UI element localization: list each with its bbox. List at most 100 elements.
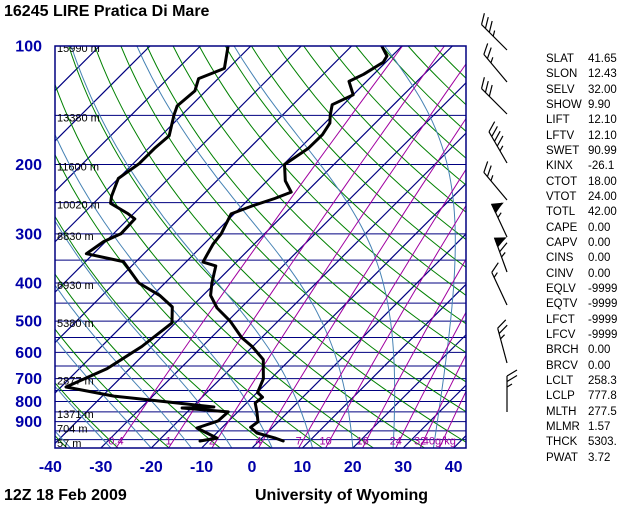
isotherm-line <box>301 283 466 448</box>
stat-row: SLAT 41.65 <box>546 52 617 67</box>
stat-row: CINS 0.00 <box>546 251 617 266</box>
dry-adiabat-line <box>329 46 466 186</box>
dry-adiabat-line <box>55 273 221 448</box>
mixing-ratio-line <box>419 353 466 448</box>
wind-barb <box>480 13 508 51</box>
altitude-label: 57 m <box>57 438 81 450</box>
stat-row: SELV 32.00 <box>546 83 617 98</box>
stat-label: EQTV <box>546 298 578 311</box>
temperature-tick-label: 20 <box>344 459 362 476</box>
isotherm-line <box>100 81 466 448</box>
stat-value: -9999 <box>588 313 618 326</box>
stat-row: SWET 90.99 <box>546 144 617 159</box>
pressure-tick-label: 200 <box>15 157 42 174</box>
mixing-ratio-label: 10 <box>319 436 331 448</box>
stat-value: -26.1 <box>588 160 615 173</box>
stat-row: CTOT 18.00 <box>546 175 617 190</box>
stat-label: THCK <box>546 436 578 449</box>
altitude-label: 15990 m <box>57 43 100 55</box>
stat-value: 0.00 <box>588 221 611 234</box>
temperature-tick-label: -10 <box>190 459 213 476</box>
stat-value: 0.00 <box>588 236 611 249</box>
stat-row: SHOW 9.90 <box>546 98 617 113</box>
stat-row: TOTL 42.00 <box>546 205 617 220</box>
mixing-ratio-line <box>211 63 466 448</box>
stat-value: 12.10 <box>588 129 617 142</box>
mixing-ratio-label: 7 <box>296 436 302 448</box>
moist-adiabat-line <box>70 46 313 448</box>
stat-label: LCLT <box>546 374 574 387</box>
mixing-ratio-line <box>362 258 466 448</box>
source-label: University of Wyoming <box>255 487 429 504</box>
sounding-datetime: 12Z 18 Feb 2009 <box>4 487 127 504</box>
altitude-label: 8830 m <box>57 231 94 243</box>
altitude-label: 10020 m <box>57 200 100 212</box>
stat-label: LCLP <box>546 390 575 403</box>
dry-adiabat-line <box>277 46 466 241</box>
dry-adiabat-line <box>68 46 425 448</box>
temperature-tick-label: 40 <box>445 459 463 476</box>
stat-row: LFCV -9999 <box>546 328 617 343</box>
temperature-tick-label: 10 <box>294 459 312 476</box>
stat-row: VTOT 24.00 <box>546 190 617 205</box>
stat-label: CTOT <box>546 175 578 188</box>
stat-label: CINV <box>546 267 574 280</box>
stat-value: 3.72 <box>588 451 611 464</box>
isotherm-line <box>55 46 453 445</box>
stat-value: 0.00 <box>588 344 611 357</box>
stat-row: BRCV 0.00 <box>546 359 617 374</box>
stat-row: LFCT -9999 <box>546 313 617 328</box>
wind-barb <box>480 77 508 115</box>
stat-label: CINS <box>546 252 574 265</box>
stat-label: TOTL <box>546 206 576 219</box>
stat-label: EQLV <box>546 282 576 295</box>
mixing-ratio-label: 2 <box>209 436 215 448</box>
wind-barb <box>497 319 508 364</box>
stat-value: 258.3 <box>588 374 617 387</box>
stat-label: BRCV <box>546 359 578 372</box>
stat-value: 42.00 <box>588 206 617 219</box>
altitude-label: 1371 m <box>57 409 94 421</box>
wind-barb <box>490 202 508 238</box>
moist-adiabat-line <box>233 46 396 448</box>
stat-row: CINV 0.00 <box>546 267 617 282</box>
mixing-ratio-line <box>395 311 466 448</box>
stat-row: SLON 12.43 <box>546 67 617 82</box>
mixing-ratio-line <box>258 117 466 448</box>
mixing-ratio-label: 32 <box>414 436 426 448</box>
mixing-ratio-label: 16 <box>356 436 368 448</box>
stat-label: CAPV <box>546 236 578 249</box>
isotherm-line <box>352 333 466 448</box>
altitude-label: 5380 m <box>57 318 94 330</box>
moist-adiabat-line <box>55 337 152 448</box>
isotherm-line <box>150 132 466 448</box>
mixing-ratio-label: 0.4 <box>108 436 123 448</box>
mixing-ratio-label: 24 <box>390 436 402 448</box>
stat-label: MLMR <box>546 420 580 433</box>
mixing-ratio-label: 4 <box>255 436 261 448</box>
pressure-tick-label: 900 <box>15 414 42 431</box>
stats-panel: SLAT 41.65 SLON 12.43 SELV 32.00 SHOW 9.90 LIFT 1… <box>546 52 617 466</box>
stat-label: BRCH <box>546 344 579 357</box>
dry-adiabat-line <box>146 46 466 383</box>
stat-label: SWET <box>546 144 580 157</box>
stat-row: MLTH 277.5 <box>546 405 617 420</box>
stat-label: MLTH <box>546 405 577 418</box>
stat-value: -9999 <box>588 298 618 311</box>
mixing-ratio-line <box>115 46 403 448</box>
mixing-ratio-line <box>168 46 445 448</box>
pressure-tick-label: 400 <box>15 276 42 293</box>
dry-adiabat-line <box>55 328 170 448</box>
stat-label: SHOW <box>546 98 582 111</box>
isotherm-line <box>55 46 302 294</box>
stat-value: 0.00 <box>588 252 611 265</box>
stat-value: 18.00 <box>588 175 617 188</box>
stat-value: 41.65 <box>588 53 617 65</box>
stat-row: LIFT 12.10 <box>546 113 617 128</box>
altitude-label: 704 m <box>57 423 88 435</box>
stat-label: KINX <box>546 160 573 173</box>
dewpoint-trace <box>64 46 230 443</box>
temperature-tick-label: 0 <box>248 459 257 476</box>
moist-adiabat-line <box>55 133 273 448</box>
